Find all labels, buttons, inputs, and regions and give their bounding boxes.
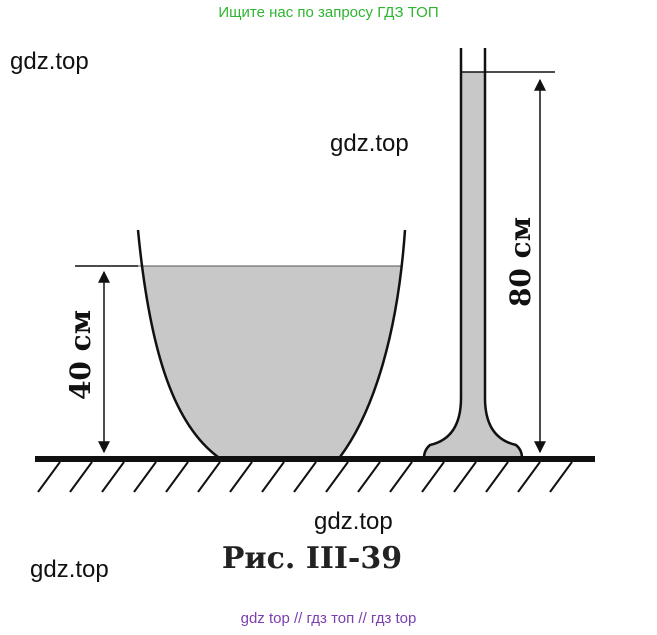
vessel-right-wall — [338, 229, 407, 458]
watermark-bottom-center: gdz.top — [314, 508, 393, 535]
hatch-line — [37, 461, 61, 493]
vessel-liquid — [138, 266, 405, 457]
hatch-line — [485, 461, 509, 493]
top-banner[interactable]: Ищите нас по запросу ГДЗ ТОП — [218, 4, 439, 21]
ground-hatching — [37, 461, 573, 493]
hatch-line — [293, 461, 317, 493]
hatch-line — [69, 461, 93, 493]
hatch-line — [261, 461, 285, 493]
wide-vessel — [136, 229, 407, 459]
hatch-line — [453, 461, 477, 493]
watermark-bottom-left: gdz.top — [30, 556, 109, 583]
hatch-line — [549, 461, 573, 493]
hatch-line — [357, 461, 381, 493]
bottom-footer[interactable]: gdz top // гдз топ // гдз top — [240, 610, 417, 627]
hatch-line — [421, 461, 445, 493]
figure-caption: Рис. III-39 — [222, 541, 402, 576]
hatch-line — [165, 461, 189, 493]
hatch-line — [229, 461, 253, 493]
watermark-top-center: gdz.top — [330, 130, 409, 157]
hatch-line — [101, 461, 125, 493]
hatch-line — [325, 461, 349, 493]
hatch-line — [133, 461, 157, 493]
ground-line — [35, 456, 595, 462]
left-height-label: 40 см — [64, 310, 97, 400]
height-marker-left — [75, 265, 138, 454]
hatch-line — [389, 461, 413, 493]
hatch-line — [517, 461, 541, 493]
vessel-left-wall — [136, 229, 219, 459]
tube-right-wall — [483, 48, 524, 459]
narrow-tube — [422, 48, 555, 459]
hatch-line — [197, 461, 221, 493]
tube-liquid — [424, 72, 522, 458]
watermark-top-left: gdz.top — [10, 48, 89, 75]
tube-left-wall — [422, 48, 463, 459]
ground — [35, 456, 595, 493]
right-height-label: 80 см — [504, 217, 537, 307]
